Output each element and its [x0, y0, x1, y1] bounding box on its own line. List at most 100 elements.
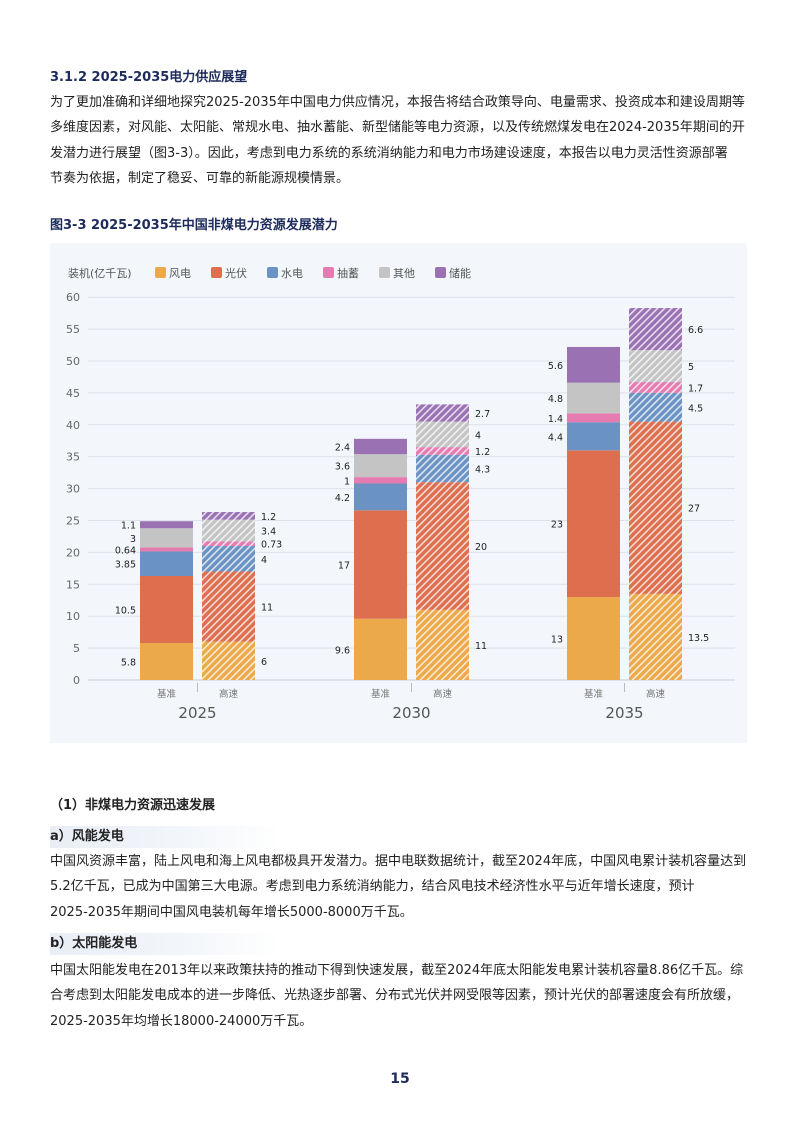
data-label: 20 [475, 542, 487, 553]
y-tick-label: 30 [66, 483, 80, 496]
y-tick-label: 40 [66, 419, 80, 432]
legend-label: 光伏 [225, 266, 247, 280]
bar-segment [354, 477, 407, 484]
data-label: 13 [551, 635, 563, 646]
bar-segment [567, 346, 620, 383]
data-label: 4.5 [688, 403, 703, 414]
scenario-label: 高速 [646, 688, 666, 700]
bar-segment [202, 546, 255, 572]
text-line: 5.2亿千瓦，已成为中国第三大电源。考虑到电力系统消纳能力，结合风电技术经济性水… [50, 879, 695, 895]
text-line: 中国太阳能发电在2013年以来政策扶持的推动下得到快速发展，截至2024年底太阳… [50, 963, 744, 978]
chart-container: 0 5 10 15 20 25 30 35 40 45 50 55 60 装机(亿千瓦) 风电 光伏 水电 抽蓄其… [50, 243, 747, 743]
data-label: 3.85 [115, 560, 136, 571]
legend-label: 水电 [281, 267, 303, 280]
bar-segment [416, 454, 469, 483]
bar-segment [567, 597, 620, 680]
data-label: 4.3 [475, 465, 490, 476]
bar-segment [629, 421, 682, 594]
legend-label: 抽蓄 [337, 266, 359, 280]
data-label: 4.2 [335, 493, 350, 504]
text-line: 为了更加准确和详细地探究2025-2035年中国电力供应情况，本报告将结合政策导… [50, 95, 745, 110]
legend-swatch [267, 267, 278, 278]
data-label: 17 [338, 561, 350, 572]
bar-segment [416, 404, 469, 422]
data-label: 1.2 [261, 512, 276, 523]
legend-label: 储能 [449, 266, 471, 280]
bar-segment [140, 521, 193, 529]
bar-segment [567, 422, 620, 451]
bar-segment [140, 547, 193, 552]
data-label: 13.5 [688, 633, 709, 644]
data-label: 11 [261, 603, 273, 614]
bar-segment [416, 421, 469, 448]
intro-paragraph: 为了更加准确和详细地探究2025-2035年中国电力供应情况，本报告将结合政策导… [50, 90, 760, 191]
data-label: 5.8 [121, 657, 136, 668]
bar-segment [567, 450, 620, 598]
bar-segment [354, 438, 407, 455]
data-label: 2.4 [335, 442, 350, 453]
legend-label: 风电 [169, 267, 191, 280]
solar-heading: b）太阳能发电 [50, 933, 280, 955]
x-group-label: 2030 [392, 704, 430, 722]
bar-segment [140, 642, 193, 680]
data-label: 6.6 [688, 325, 703, 336]
bar-segment [202, 641, 255, 680]
bar-segment [354, 618, 407, 680]
x-group-label: 2035 [605, 704, 643, 722]
data-label: 6 [261, 657, 267, 668]
legend-label: 其他 [393, 267, 415, 280]
bar-segment [202, 571, 255, 642]
legend-swatch [211, 267, 222, 278]
legend-swatch [379, 267, 390, 278]
legend-swatch [155, 267, 166, 278]
bar-segment [202, 519, 255, 542]
y-tick-label: 35 [66, 451, 80, 464]
data-label: 3.4 [261, 527, 276, 538]
subsection-heading: （1）非煤电力资源迅速发展 [50, 798, 216, 813]
y-tick-label: 55 [66, 323, 80, 336]
solar-paragraph: 中国太阳能发电在2013年以来政策扶持的推动下得到快速发展，截至2024年底太阳… [50, 958, 760, 1034]
bar-segment [416, 482, 469, 610]
text-line: 2025-2035年均增长18000-24000万千瓦。 [50, 1013, 313, 1029]
y-tick-label: 60 [66, 291, 80, 304]
data-label: 4 [261, 555, 267, 566]
data-label: 11 [475, 641, 487, 652]
text-line: 2025-2035年期间中国风电装机每年增长5000-8000万千瓦。 [50, 904, 413, 920]
bar-segment [629, 350, 682, 383]
y-tick-label: 10 [66, 610, 80, 623]
y-axis-label: 装机(亿千瓦) [68, 266, 132, 280]
text-line: 节奏为依据，制定了稳妥、可靠的新能源规模情景。 [50, 170, 350, 186]
text-line: 中国风资源丰富，陆上风电和海上风电都极具开发潜力。据中电联数据统计，截至2024… [50, 854, 747, 869]
data-label: 1.1 [121, 521, 136, 532]
bar-segment [629, 382, 682, 393]
x-group-label: 2025 [178, 704, 216, 722]
bar-segment [416, 609, 469, 680]
data-label: 0.73 [261, 540, 282, 551]
data-label: 9.6 [335, 645, 350, 656]
data-label: 1.7 [688, 383, 703, 394]
section-heading: 3.1.2 2025-2035电力供应展望 [50, 70, 248, 85]
bar-segment [354, 454, 407, 478]
bar-segment [629, 392, 682, 422]
scenario-label: 高速 [219, 688, 239, 700]
bar-segment [629, 308, 682, 351]
wind-heading: a）风能发电 [50, 826, 280, 848]
stacked-bar-chart: 051015202530354045505560装机(亿千瓦) 风电 光伏 水电 抽蓄其… [66, 266, 735, 722]
figure-title: 图3-3 2025-2035年中国非煤电力资源发展潜力 [50, 218, 338, 233]
y-tick-label: 20 [66, 546, 80, 559]
data-label: 4.8 [548, 394, 563, 405]
data-label: 2.7 [475, 409, 490, 420]
scenario-label: 基准 [157, 688, 177, 700]
y-tick-label: 25 [66, 515, 80, 528]
scenario-label: 高速 [433, 688, 453, 700]
data-label: 3 [130, 534, 136, 545]
y-tick-label: 5 [73, 642, 80, 655]
text-line: 发潜力进行展望（图3-3）。因此，考虑到电力系统的系统消纳能力和电力市场建设速度… [50, 145, 728, 161]
data-label: 5 [688, 362, 694, 373]
bar-segment [202, 541, 255, 547]
data-label: 10.5 [115, 606, 136, 617]
text-line: 多维度因素，对风能、太阳能、常规水电、抽水蓄能、新型储能等电力资源，以及传统燃煤… [50, 120, 745, 136]
scenario-label: 基准 [584, 688, 604, 700]
legend-swatch [323, 267, 334, 278]
data-label: 3.6 [335, 462, 350, 473]
